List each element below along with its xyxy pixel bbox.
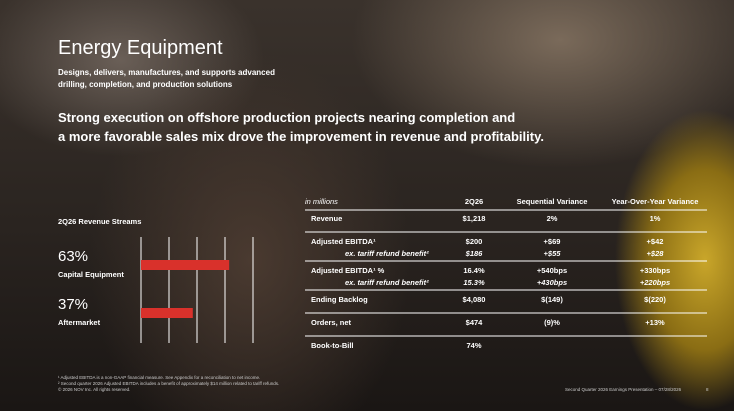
table-cell: Book-to-Bill	[311, 341, 354, 350]
table-cell: 15.3%	[463, 278, 485, 287]
table-cell: +220bps	[639, 278, 671, 287]
footnote: © 2026 NOV Inc. All rights reserved.	[58, 387, 131, 392]
table-cell: Adjusted EBITDA¹	[311, 237, 376, 246]
table-cell: $4,080	[462, 295, 486, 304]
table-cell: Year-Over-Year Variance	[611, 197, 699, 206]
table-cell: $186	[465, 249, 483, 258]
table-cell: $(149)	[541, 295, 563, 304]
table-cell: $1,218	[462, 214, 486, 223]
title: Energy Equipment	[58, 37, 223, 59]
category-label: Aftermarket	[58, 318, 101, 327]
table-cell: $474	[465, 318, 483, 327]
percent-label: 37%	[58, 296, 89, 313]
footnote: ² Second quarter 2026 Adjusted EBITDA in…	[58, 381, 280, 386]
table-cell: +$55	[543, 249, 561, 258]
table-cell: +430bps	[536, 278, 568, 287]
table-cell: Adjusted EBITDA¹ %	[311, 266, 385, 275]
table-cell: Ending Backlog	[311, 295, 368, 304]
table-cell: +$69	[543, 237, 561, 246]
table-cell: +$28	[646, 249, 664, 258]
subtitle: drilling, completion, and production sol…	[58, 80, 233, 89]
bar	[141, 260, 230, 270]
category-label: Capital Equipment	[58, 270, 124, 279]
headline: a more favorable sales mix drove the imp…	[58, 129, 544, 144]
streams-title: 2Q26 Revenue Streams	[58, 217, 142, 226]
percent-label: 63%	[58, 248, 89, 265]
bar	[141, 308, 193, 318]
table-cell: 2%	[546, 214, 558, 223]
table-cell: 1%	[649, 214, 661, 223]
table-cell: in millions	[305, 197, 338, 206]
table-cell: (9)%	[544, 318, 560, 327]
table-cell: +330bps	[639, 266, 671, 275]
table-cell: $200	[465, 237, 483, 246]
table-cell: 74%	[466, 341, 482, 350]
table-cell: +540bps	[536, 266, 568, 275]
table-cell: +13%	[645, 318, 665, 327]
table-cell: ex. tariff refund benefit²	[345, 249, 429, 258]
table-cell: Orders, net	[311, 318, 352, 327]
table-cell: Sequential Variance	[516, 197, 588, 206]
subtitle: Designs, delivers, manufactures, and sup…	[58, 68, 275, 77]
footnote: ¹ Adjusted EBITDA is a non-GAAP financia…	[58, 375, 261, 380]
footer-text: Second Quarter 2026 Earnings Presentatio…	[565, 387, 682, 392]
table-cell: $(220)	[644, 295, 666, 304]
headline: Strong execution on offshore production …	[58, 110, 516, 125]
table-cell: 16.4%	[463, 266, 485, 275]
page-number: 8	[706, 387, 709, 392]
table-cell: ex. tariff refund benefit²	[345, 278, 429, 287]
table-cell: 2Q26	[464, 197, 484, 206]
table-cell: Revenue	[311, 214, 343, 223]
table-cell: +$42	[646, 237, 664, 246]
